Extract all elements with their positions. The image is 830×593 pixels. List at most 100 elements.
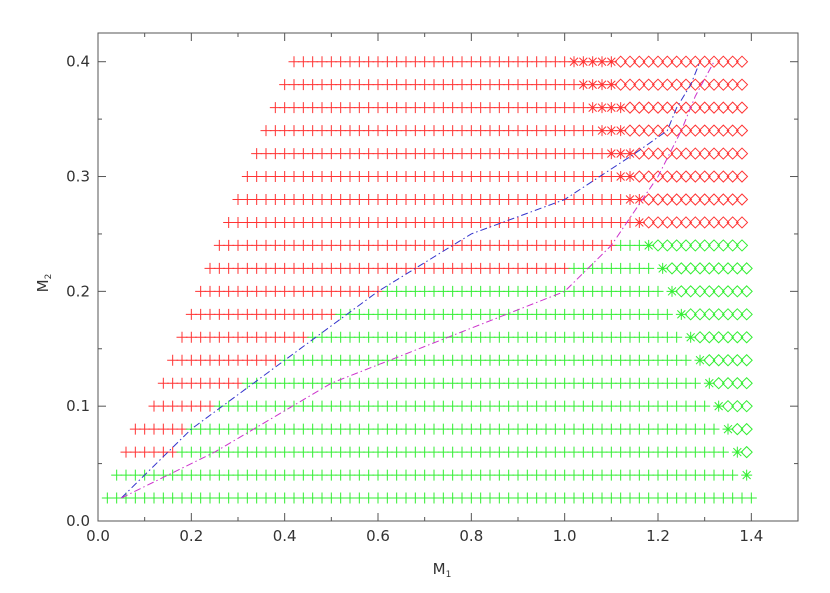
plus-marker bbox=[577, 331, 589, 343]
plus-marker bbox=[596, 400, 608, 412]
diamond-marker bbox=[679, 147, 693, 160]
plus-marker bbox=[493, 56, 505, 68]
plus-marker bbox=[605, 331, 617, 343]
plus-marker bbox=[633, 377, 645, 389]
plus-marker bbox=[503, 216, 515, 228]
plus-marker bbox=[465, 216, 477, 228]
plus-marker bbox=[465, 102, 477, 114]
plus-marker bbox=[531, 446, 543, 458]
plus-marker bbox=[419, 423, 431, 435]
plus-marker bbox=[615, 492, 627, 504]
plus-marker bbox=[269, 446, 281, 458]
plus-marker bbox=[465, 492, 477, 504]
plus-marker bbox=[680, 469, 692, 481]
plus-marker bbox=[353, 148, 365, 160]
plus-marker bbox=[568, 492, 580, 504]
plus-marker bbox=[297, 79, 309, 91]
plus-marker bbox=[521, 125, 533, 137]
plus-marker bbox=[624, 239, 636, 251]
asterisk-marker bbox=[722, 423, 734, 435]
plus-marker bbox=[624, 492, 636, 504]
diamond-marker bbox=[651, 170, 665, 183]
plus-marker bbox=[381, 193, 393, 205]
plus-marker bbox=[251, 239, 263, 251]
plus-marker bbox=[269, 492, 281, 504]
plus-marker bbox=[475, 79, 487, 91]
diamond-marker bbox=[670, 147, 683, 160]
plus-marker bbox=[251, 262, 263, 274]
plus-marker bbox=[568, 423, 580, 435]
plus-marker bbox=[428, 125, 440, 137]
plus-marker bbox=[428, 102, 440, 114]
diamond-marker bbox=[689, 147, 702, 160]
plus-marker bbox=[381, 216, 393, 228]
diamond-marker bbox=[717, 216, 730, 229]
asterisk-marker bbox=[605, 56, 617, 68]
plus-marker bbox=[503, 400, 515, 412]
plus-marker bbox=[316, 79, 328, 91]
plus-marker bbox=[493, 492, 505, 504]
plus-marker bbox=[111, 492, 123, 504]
plus-marker bbox=[269, 216, 281, 228]
plus-marker bbox=[521, 331, 533, 343]
asterisk-marker bbox=[577, 56, 589, 68]
diamond-marker bbox=[717, 193, 730, 206]
plus-marker bbox=[493, 354, 505, 366]
plus-marker bbox=[120, 446, 132, 458]
plus-marker bbox=[643, 262, 655, 274]
plus-marker bbox=[409, 492, 421, 504]
plus-marker bbox=[549, 354, 561, 366]
plus-marker bbox=[661, 331, 673, 343]
plus-marker bbox=[503, 446, 515, 458]
plus-marker bbox=[279, 148, 291, 160]
x-tick-label: 1.0 bbox=[553, 527, 577, 545]
plus-marker bbox=[652, 446, 664, 458]
plus-marker bbox=[615, 193, 627, 205]
plus-marker bbox=[372, 492, 384, 504]
plus-marker bbox=[503, 262, 515, 274]
plus-marker bbox=[279, 469, 291, 481]
diamond-marker bbox=[740, 262, 753, 275]
asterisk-marker bbox=[615, 148, 627, 160]
plus-marker bbox=[372, 354, 384, 366]
plus-marker bbox=[428, 56, 440, 68]
plus-marker bbox=[531, 171, 543, 183]
plus-marker bbox=[484, 102, 496, 114]
plus-marker bbox=[680, 400, 692, 412]
plus-marker bbox=[624, 308, 636, 320]
plus-marker bbox=[503, 239, 515, 251]
plus-marker bbox=[531, 469, 543, 481]
plus-marker bbox=[633, 492, 645, 504]
plus-marker bbox=[288, 125, 300, 137]
plus-marker bbox=[148, 446, 160, 458]
asterisk-marker bbox=[633, 193, 645, 205]
diamond-marker bbox=[642, 101, 655, 114]
plus-marker bbox=[652, 469, 664, 481]
plus-marker bbox=[325, 400, 337, 412]
diamond-marker bbox=[721, 331, 735, 344]
plus-marker bbox=[531, 125, 543, 137]
plus-marker bbox=[251, 285, 263, 297]
x-tick-label: 1.2 bbox=[646, 527, 670, 545]
plus-marker bbox=[465, 354, 477, 366]
diamond-marker bbox=[731, 399, 744, 413]
plus-marker bbox=[437, 446, 449, 458]
plus-marker bbox=[400, 423, 412, 435]
plus-marker bbox=[195, 469, 207, 481]
plus-marker bbox=[699, 469, 711, 481]
plus-marker bbox=[176, 377, 188, 389]
plus-marker bbox=[512, 148, 524, 160]
plus-marker bbox=[549, 308, 561, 320]
plus-marker bbox=[279, 400, 291, 412]
plus-marker bbox=[643, 446, 655, 458]
asterisk-marker bbox=[731, 446, 743, 458]
plus-marker bbox=[493, 171, 505, 183]
plus-marker bbox=[185, 469, 197, 481]
plus-marker bbox=[185, 331, 197, 343]
plus-marker bbox=[643, 423, 655, 435]
plus-marker bbox=[279, 216, 291, 228]
plus-marker bbox=[400, 79, 412, 91]
plus-marker bbox=[428, 216, 440, 228]
plus-marker bbox=[288, 171, 300, 183]
plus-marker bbox=[615, 331, 627, 343]
